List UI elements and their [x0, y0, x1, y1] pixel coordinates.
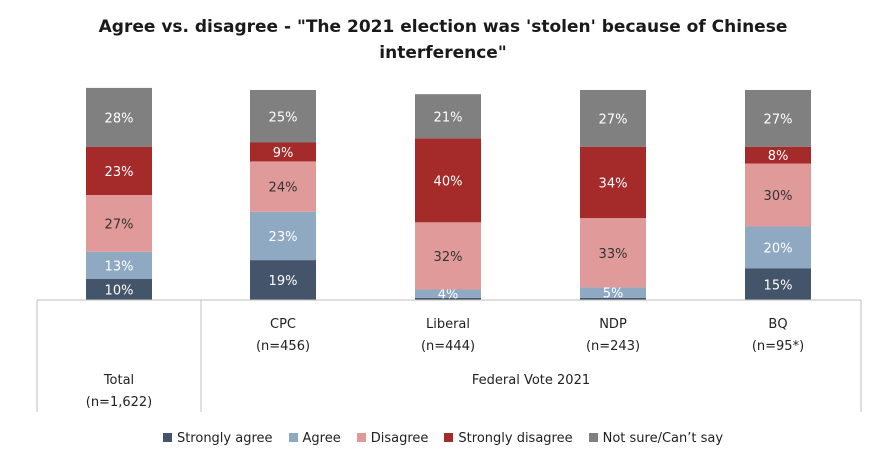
- data-label-ndp-disagree: 33%: [599, 247, 628, 262]
- bar-bq-strongly-agree: [745, 268, 811, 300]
- bar-ndp-strongly-disagree: [580, 146, 646, 219]
- data-label-cpc-disagree: 24%: [269, 181, 298, 196]
- category-n-cpc: (n=456): [256, 339, 310, 354]
- bar-total-not-sure-can-t-say: [86, 87, 152, 147]
- bar-liberal-strongly-disagree: [415, 138, 481, 223]
- bar-cpc-strongly-agree: [250, 260, 316, 300]
- bar-total-strongly-disagree: [86, 146, 152, 195]
- bar-liberal-strongly-agree: [415, 297, 481, 300]
- category-n-ndp: (n=243): [586, 339, 640, 354]
- legend-label-strongly-agree: Strongly agree: [176, 431, 273, 446]
- bar-ndp-strongly-agree: [580, 297, 646, 300]
- data-label-cpc-not-sure-can-t-say: 25%: [269, 110, 298, 125]
- legend-item-strongly-disagree: Strongly disagree: [444, 431, 573, 446]
- data-label-liberal-agree: 4%: [438, 288, 459, 303]
- legend-label-agree: Agree: [302, 431, 341, 446]
- chart-title-line1: Agree vs. disagree - "The 2021 election …: [98, 17, 788, 37]
- legend-swatch-strongly-disagree: [444, 433, 454, 442]
- bar-ndp-disagree: [580, 218, 646, 288]
- category-label-bq: BQ: [768, 317, 787, 332]
- data-label-bq-agree: 20%: [764, 242, 793, 257]
- data-label-liberal-strongly-disagree: 40%: [434, 174, 463, 189]
- bar-bq-strongly-disagree: [745, 146, 811, 164]
- data-label-liberal-not-sure-can-t-say: 21%: [434, 110, 463, 125]
- data-label-cpc-strongly-agree: 19%: [269, 274, 298, 289]
- bar-total-strongly-agree: [86, 279, 152, 300]
- category-label-total: Total: [103, 373, 134, 388]
- data-label-cpc-agree: 23%: [269, 230, 298, 245]
- bar-cpc-not-sure-can-t-say: [250, 90, 316, 143]
- bar-ndp-agree: [580, 287, 646, 298]
- legend-label-not-sure-can-t-say: Not sure/Can’t say: [602, 431, 724, 446]
- legend-label-strongly-disagree: Strongly disagree: [458, 431, 573, 446]
- bar-total-agree: [86, 251, 152, 279]
- legend-item-disagree: Disagree: [356, 431, 429, 446]
- category-n-total: (n=1,622): [86, 395, 153, 410]
- category-label-ndp: NDP: [599, 317, 627, 332]
- data-label-total-disagree: 27%: [105, 217, 134, 232]
- bar-cpc-agree: [250, 211, 316, 261]
- data-label-bq-disagree: 30%: [764, 189, 793, 204]
- bar-cpc-disagree: [250, 161, 316, 212]
- category-n-liberal: (n=444): [421, 339, 475, 354]
- group-label: Federal Vote 2021: [472, 373, 590, 388]
- bar-total-disagree: [86, 195, 152, 252]
- data-label-total-not-sure-can-t-say: 28%: [105, 111, 134, 126]
- data-label-total-agree: 13%: [105, 259, 134, 274]
- legend-item-not-sure-can-t-say: Not sure/Can’t say: [588, 431, 724, 446]
- legend-swatch-disagree: [356, 433, 366, 442]
- legend-swatch-not-sure-can-t-say: [588, 433, 598, 442]
- data-label-total-strongly-agree: 10%: [105, 284, 134, 299]
- legend-item-strongly-agree: Strongly agree: [162, 431, 273, 446]
- data-label-bq-strongly-agree: 15%: [764, 278, 793, 293]
- data-label-ndp-agree: 5%: [603, 287, 624, 302]
- category-n-bq: (n=95*): [752, 339, 804, 354]
- category-label-liberal: Liberal: [426, 317, 470, 332]
- category-label-cpc: CPC: [270, 317, 296, 332]
- data-label-bq-not-sure-can-t-say: 27%: [764, 112, 793, 127]
- data-label-ndp-not-sure-can-t-say: 27%: [599, 112, 628, 127]
- bar-liberal-not-sure-can-t-say: [415, 94, 481, 139]
- bar-bq-disagree: [745, 163, 811, 227]
- bar-cpc-strongly-disagree: [250, 142, 316, 162]
- bar-bq-not-sure-can-t-say: [745, 90, 811, 147]
- legend-item-agree: Agree: [288, 431, 341, 446]
- data-label-liberal-disagree: 32%: [434, 250, 463, 265]
- bar-liberal-disagree: [415, 222, 481, 290]
- chart-title: Agree vs. disagree - "The 2021 election …: [0, 14, 886, 66]
- data-label-ndp-strongly-disagree: 34%: [599, 176, 628, 191]
- legend-label-disagree: Disagree: [370, 431, 429, 446]
- data-label-bq-strongly-disagree: 8%: [768, 149, 789, 164]
- data-label-total-strongly-disagree: 23%: [105, 165, 134, 180]
- legend: Strongly agree Agree Disagree Strongly disa…: [0, 431, 886, 446]
- bar-ndp-not-sure-can-t-say: [580, 90, 646, 147]
- bar-bq-agree: [745, 226, 811, 269]
- legend-swatch-agree: [288, 433, 298, 442]
- bar-liberal-agree: [415, 289, 481, 298]
- legend-swatch-strongly-agree: [162, 433, 172, 442]
- chart-title-line2: interference": [379, 43, 507, 63]
- data-label-cpc-strongly-disagree: 9%: [273, 146, 294, 161]
